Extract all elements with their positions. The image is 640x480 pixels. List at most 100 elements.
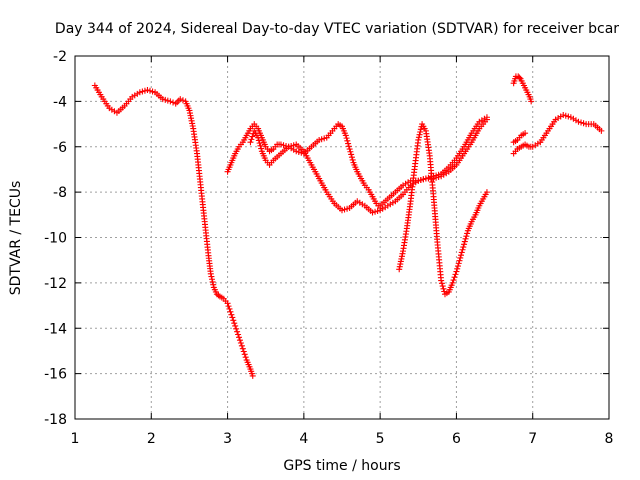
data-point-marker (232, 322, 239, 329)
data-point-marker (255, 137, 262, 144)
data-point-marker (343, 135, 350, 142)
y-tick-label: -16 (44, 367, 67, 383)
data-point-marker (224, 300, 231, 307)
y-tick-label: -6 (53, 140, 67, 156)
data-point-marker (238, 342, 245, 349)
data-point-marker (236, 337, 243, 344)
data-point-marker (174, 99, 181, 106)
data-point-marker (522, 130, 529, 137)
data-point-marker (242, 354, 249, 361)
x-tick-label: 4 (299, 431, 308, 447)
data-point-marker (209, 278, 216, 285)
data-point-marker (207, 270, 214, 277)
data-point-marker (344, 137, 351, 144)
data-point-marker (438, 277, 445, 284)
data-point-marker (452, 271, 459, 278)
data-point-marker (349, 156, 356, 163)
data-point-marker (463, 233, 470, 240)
data-point-marker (450, 277, 457, 284)
data-point-marker (455, 260, 462, 267)
data-point-marker (415, 136, 422, 143)
data-point-marker (459, 246, 466, 253)
data-point-marker (258, 145, 265, 152)
data-point-marker (457, 254, 464, 261)
x-tick-label: 1 (71, 431, 80, 447)
y-tick-label: -2 (53, 49, 67, 65)
data-point-marker (346, 146, 353, 153)
data-point-marker (461, 241, 468, 248)
data-series (510, 73, 535, 105)
data-point-marker (528, 98, 535, 105)
data-point-marker (440, 285, 447, 292)
data-point-marker (453, 268, 460, 275)
data-point-marker (228, 311, 235, 318)
data-point-marker (231, 320, 238, 327)
data-point-marker (239, 345, 246, 352)
data-point-marker (483, 189, 490, 196)
x-tick-label: 5 (376, 431, 385, 447)
data-point-marker (516, 74, 523, 81)
data-series (396, 121, 490, 298)
data-points (91, 73, 605, 379)
data-point-marker (348, 154, 355, 161)
data-point-marker (256, 140, 263, 147)
data-point-marker (179, 97, 186, 104)
data-point-marker (415, 134, 422, 141)
data-point-marker (233, 325, 240, 332)
data-series (510, 111, 605, 157)
data-series (91, 82, 256, 379)
data-point-marker (464, 230, 471, 237)
data-point-marker (249, 372, 256, 379)
y-tick-label: -8 (53, 185, 67, 201)
data-point-marker (347, 148, 354, 155)
data-point-marker (460, 244, 467, 251)
data-series (377, 114, 490, 209)
data-point-marker (456, 257, 463, 264)
grid-lines (75, 56, 609, 419)
y-tick-label: -12 (44, 276, 67, 292)
y-axis-label: SDTVAR / TECUs (8, 181, 24, 296)
x-tick-label: 7 (528, 431, 537, 447)
data-point-marker (416, 131, 423, 138)
data-point-marker (247, 139, 254, 146)
data-point-marker (234, 328, 241, 335)
data-point-marker (241, 351, 248, 358)
data-point-marker (439, 283, 446, 290)
data-point-marker (226, 305, 233, 312)
data-point-marker (483, 114, 490, 121)
data-point-marker (449, 279, 456, 286)
data-point-marker (227, 308, 234, 315)
x-tick-label: 8 (605, 431, 614, 447)
data-point-marker (240, 348, 247, 355)
data-point-marker (417, 126, 424, 133)
y-tick-label: -14 (44, 321, 67, 337)
data-point-marker (342, 132, 349, 139)
data-point-marker (255, 134, 262, 141)
x-tick-label: 3 (223, 431, 232, 447)
data-point-marker (209, 276, 216, 283)
data-point-marker (598, 127, 605, 134)
data-series (510, 130, 529, 146)
data-point-marker (236, 334, 243, 341)
data-point-marker (208, 273, 215, 280)
data-point-marker (458, 252, 465, 259)
data-point-marker (462, 235, 469, 242)
axis-ticks: 1 2 3 4 5 6 7 8 -18 -16 -14 -12 -10 -8 -6 -4 -2 (44, 49, 613, 447)
data-point-marker (417, 129, 424, 136)
data-point-marker (167, 98, 174, 105)
x-tick-label: 6 (452, 431, 461, 447)
data-point-marker (257, 142, 264, 149)
chart-title: Day 344 of 2024, Sidereal Day-to-day VTE… (55, 21, 619, 37)
data-point-marker (348, 151, 355, 158)
data-point-marker (451, 274, 458, 281)
x-axis-label: GPS time / hours (283, 458, 400, 474)
data-point-marker (454, 265, 461, 272)
data-point-marker (210, 281, 217, 288)
data-point-marker (461, 238, 468, 245)
data-point-marker (438, 280, 445, 287)
x-tick-label: 2 (147, 431, 156, 447)
data-point-marker (454, 263, 461, 270)
data-point-marker (345, 143, 352, 150)
data-point-marker (237, 339, 244, 346)
